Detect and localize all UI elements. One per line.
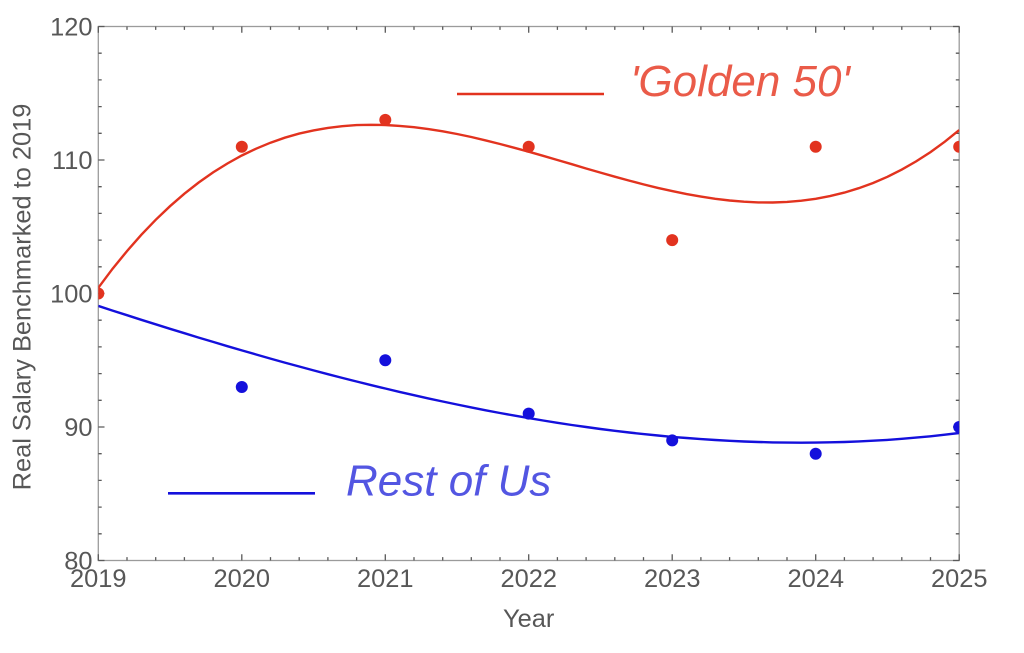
svg-text:80: 80 <box>64 548 92 576</box>
svg-text:'Golden 50': 'Golden 50' <box>630 57 851 106</box>
svg-text:Rest of Us: Rest of Us <box>346 457 551 506</box>
svg-text:2021: 2021 <box>357 565 413 593</box>
svg-text:Real Salary Benchmarked to 201: Real Salary Benchmarked to 2019 <box>9 104 37 491</box>
svg-text:2020: 2020 <box>214 565 270 593</box>
svg-text:100: 100 <box>50 281 92 309</box>
svg-text:2024: 2024 <box>787 565 843 593</box>
svg-text:120: 120 <box>50 14 92 42</box>
svg-text:110: 110 <box>52 147 92 175</box>
svg-text:2023: 2023 <box>644 565 700 593</box>
svg-text:Year: Year <box>503 605 555 633</box>
svg-text:90: 90 <box>64 414 92 442</box>
svg-text:2019: 2019 <box>70 565 126 593</box>
svg-text:2025: 2025 <box>931 565 987 593</box>
svg-text:2022: 2022 <box>500 565 556 593</box>
